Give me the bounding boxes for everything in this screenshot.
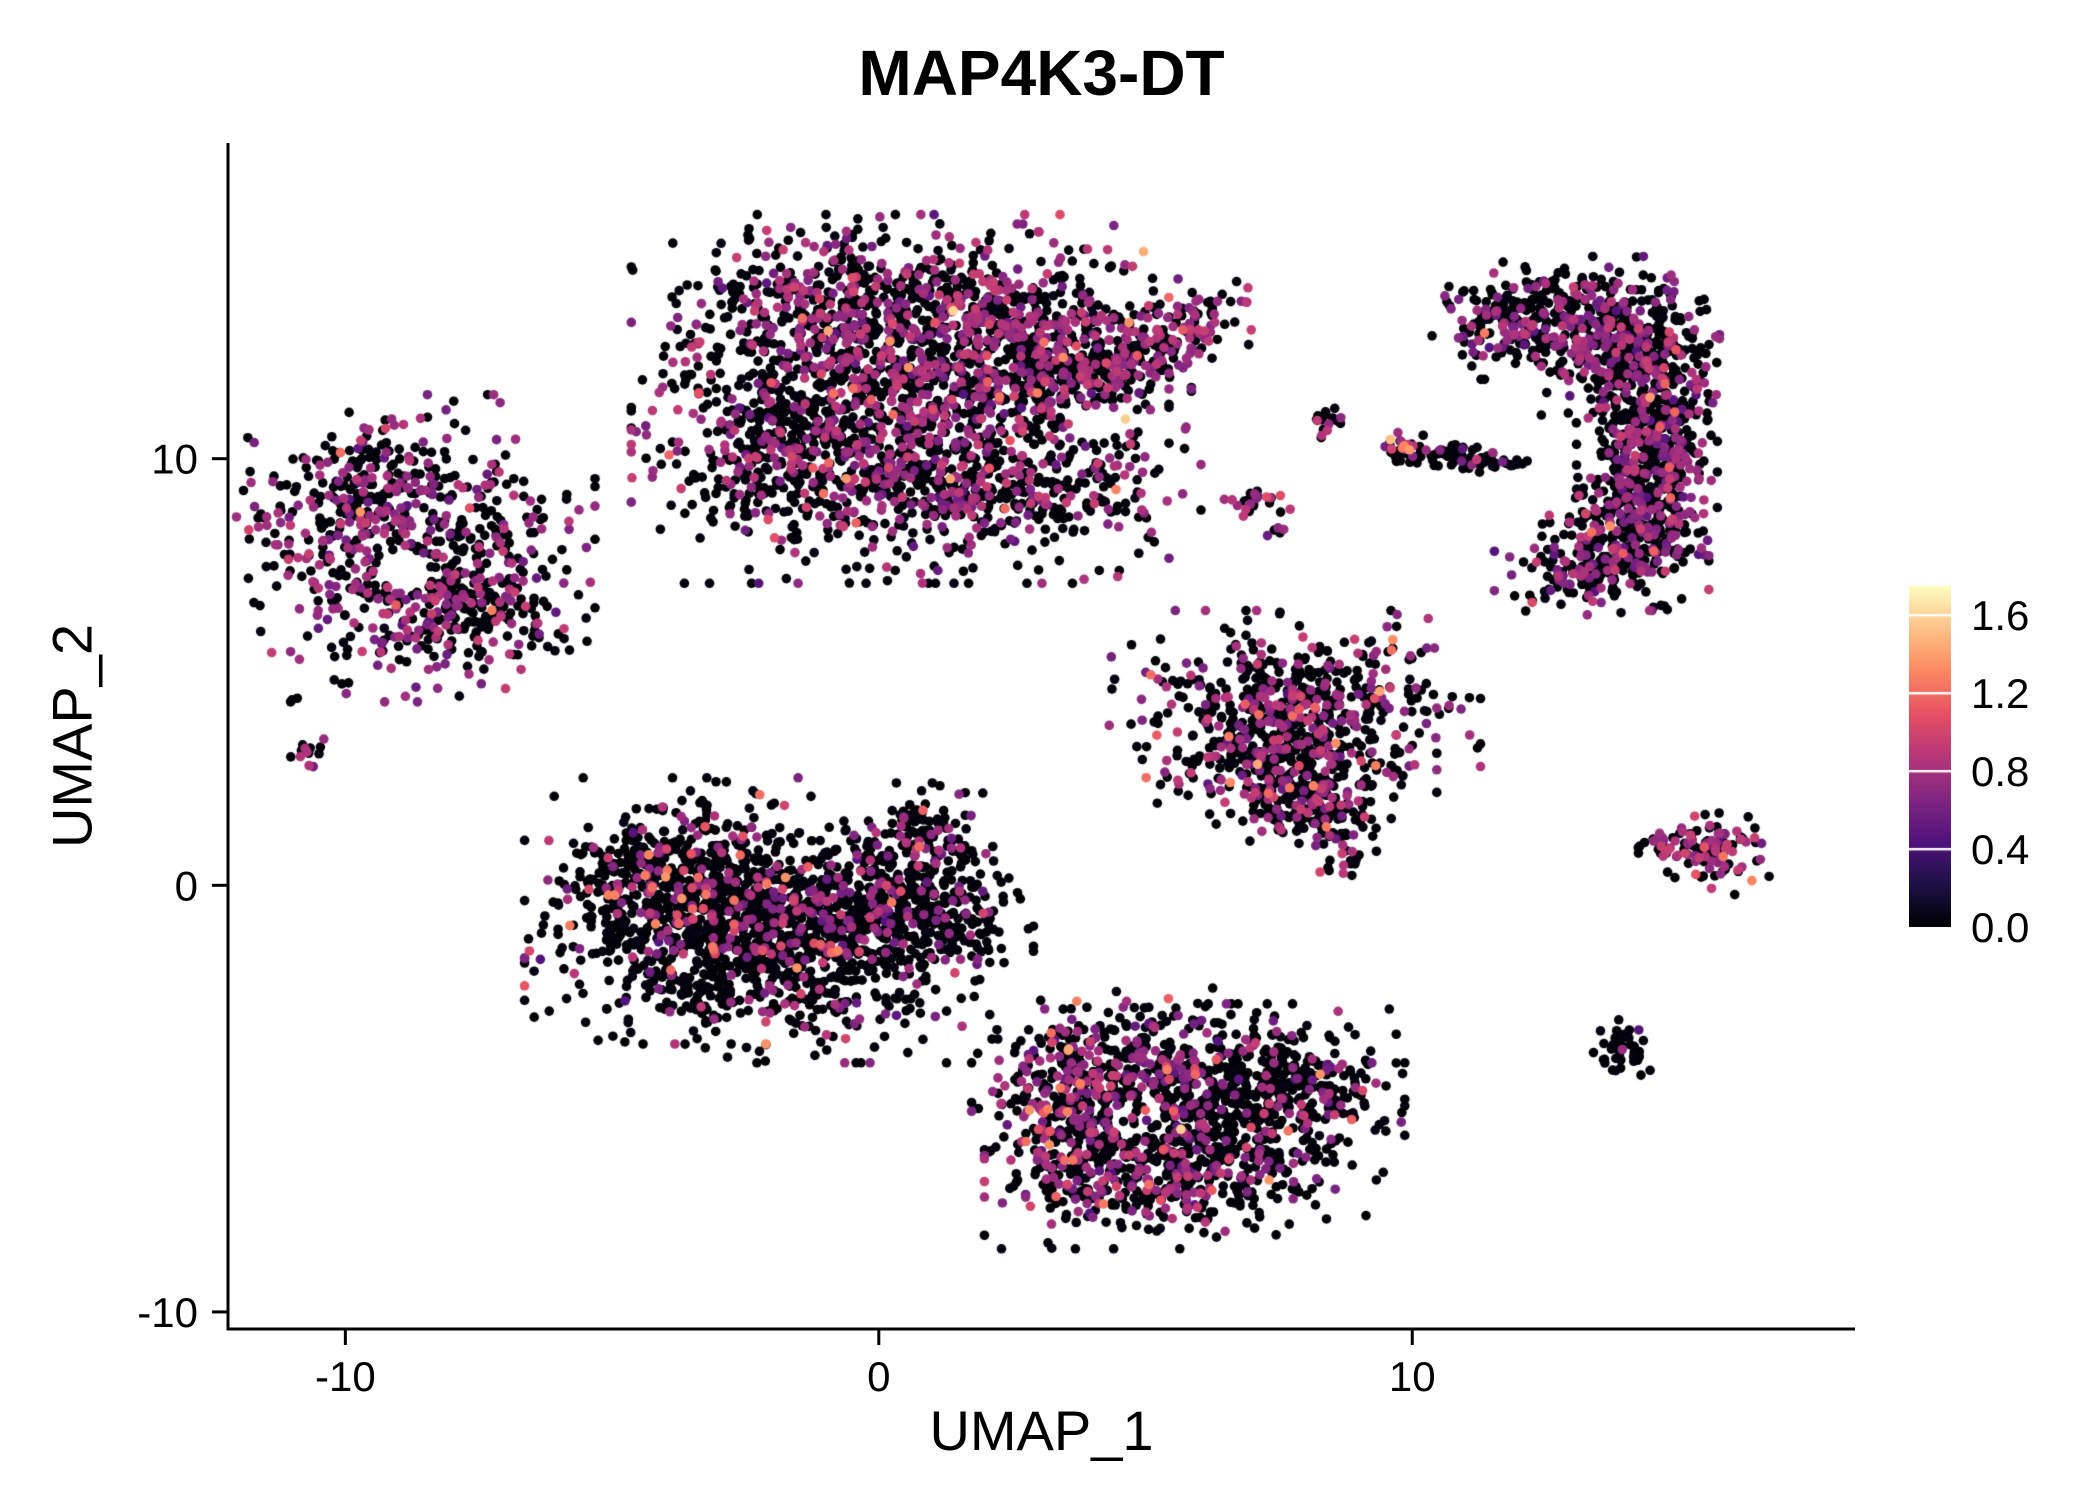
colorbar-tick-label: 0.8	[1971, 748, 2029, 795]
colorbar-tick-label: 0.4	[1971, 826, 2029, 873]
x-tick-label: 0	[867, 1353, 890, 1400]
x-axis-label: UMAP_1	[929, 1399, 1154, 1462]
y-tick-label: -10	[137, 1289, 198, 1336]
y-tick-label: 10	[151, 436, 198, 483]
colorbar-tick-label: 1.2	[1971, 670, 2029, 717]
colorbar-tick-label: 1.6	[1971, 592, 2029, 639]
x-tick-label: -10	[315, 1353, 376, 1400]
plot-title: MAP4K3-DT	[858, 37, 1225, 109]
y-axis-label: UMAP_2	[40, 623, 104, 849]
colorbar-tick-label: 0.0	[1971, 904, 2029, 951]
colorbar-gradient	[1909, 586, 1951, 927]
x-tick-label: 10	[1389, 1353, 1436, 1400]
y-tick-label: 0	[175, 862, 198, 909]
